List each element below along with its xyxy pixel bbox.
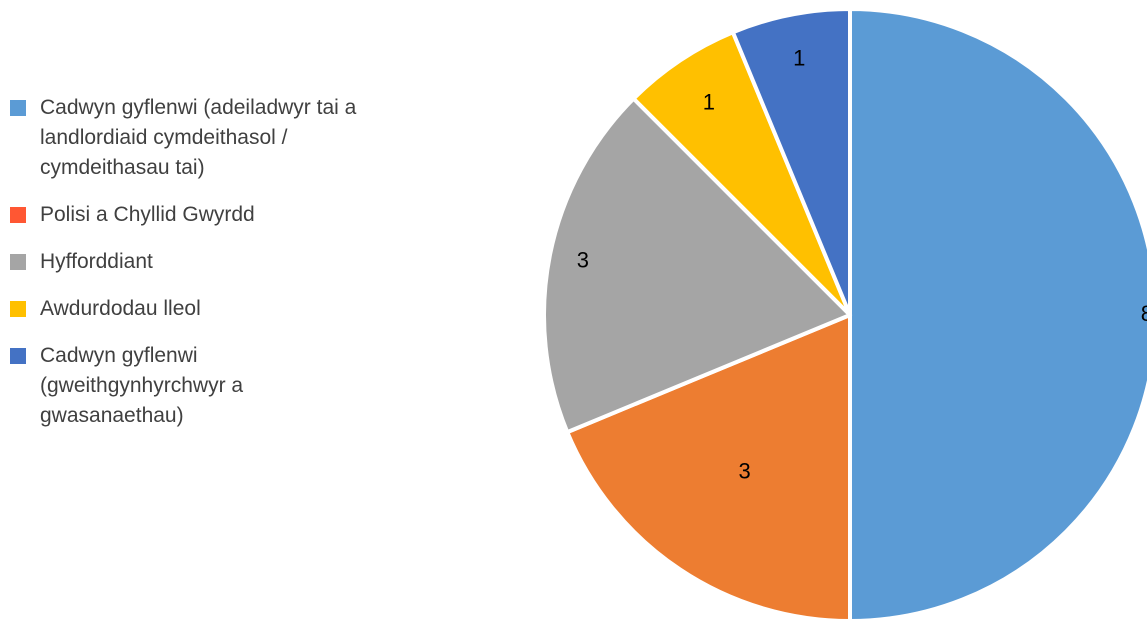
legend-item-cadwyn-gyflenwi-gweithgynhyrchwyr: Cadwyn gyflenwi (gweithgynhyrchwyr a gwa… (10, 341, 440, 431)
pie-slice-4 (730, 7, 852, 317)
data-label-0: 8 (1141, 301, 1147, 326)
legend-swatch-4 (10, 348, 26, 364)
legend-swatch-0 (10, 100, 26, 116)
legend-label-1: Polisi a Chyllid Gwyrdd (40, 203, 255, 226)
legend-label-0: Cadwyn gyflenwi (adeiladwyr tai a landlo… (40, 96, 357, 179)
pie-slices (542, 7, 1147, 621)
legend-label-4: Cadwyn gyflenwi (gweithgynhyrchwyr a gwa… (40, 344, 244, 427)
data-label-1: 3 (738, 459, 750, 484)
chart-legend: Cadwyn gyflenwi (adeiladwyr tai a landlo… (10, 93, 440, 448)
data-label-2: 3 (577, 248, 589, 273)
legend-swatch-2 (10, 254, 26, 270)
pie-slice-3 (631, 30, 852, 317)
legend-item-hyfforddiant: Hyfforddiant (10, 247, 440, 277)
legend-swatch-3 (10, 301, 26, 317)
legend-label-2: Hyfforddiant (40, 250, 153, 273)
pie-slice-0 (848, 7, 1147, 621)
legend-item-polisi-a-chyllid-gwyrdd: Polisi a Chyllid Gwyrdd (10, 200, 440, 230)
legend-swatch-1 (10, 207, 26, 223)
legend-label-3: Awdurdodau lleol (40, 297, 201, 320)
legend-item-cadwyn-gyflenwi-adeiladwyr: Cadwyn gyflenwi (adeiladwyr tai a landlo… (10, 93, 440, 183)
pie-slice-1 (565, 313, 852, 621)
legend-item-awdurdodau-lleol: Awdurdodau lleol (10, 294, 440, 324)
pie-data-labels: 8 3 3 1 1 (577, 46, 1147, 484)
pie-slice-2 (542, 96, 852, 435)
data-label-4: 1 (793, 46, 805, 71)
data-label-3: 1 (703, 90, 715, 115)
